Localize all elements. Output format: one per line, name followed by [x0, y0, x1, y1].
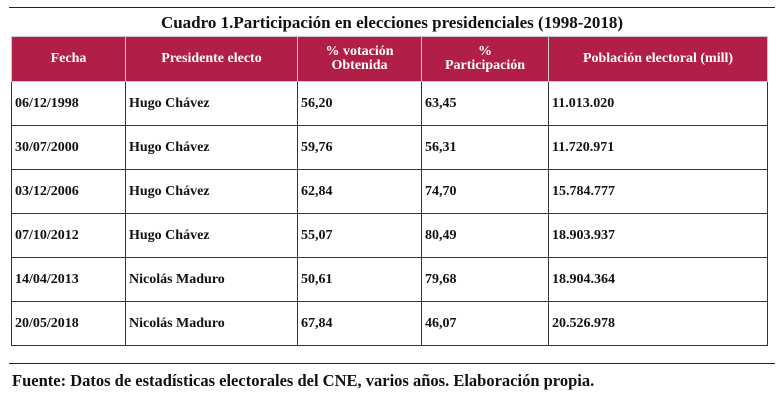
- table-row: 06/12/1998 Hugo Chávez 56,20 63,45 11.013.02…: [11, 81, 768, 126]
- cell-presidente: Hugo Chávez: [125, 169, 298, 214]
- table-row: 07/10/2012 Hugo Chávez 55,07 80,49 18.903.93…: [11, 213, 768, 258]
- cell-participacion: 74,70: [421, 169, 549, 214]
- cell-votacion: 59,76: [297, 125, 422, 170]
- cell-votacion: 50,61: [297, 257, 422, 302]
- cell-participacion: 79,68: [421, 257, 549, 302]
- cell-participacion: 80,49: [421, 213, 549, 258]
- cell-fecha: 07/10/2012: [11, 213, 126, 258]
- cell-poblacion: 11.013.020: [548, 81, 768, 126]
- header-presidente: Presidente electo: [125, 36, 298, 82]
- cell-poblacion: 20.526.978: [548, 301, 768, 346]
- cell-fecha: 14/04/2013: [11, 257, 126, 302]
- cell-participacion: 46,07: [421, 301, 549, 346]
- header-participacion: % Participación: [421, 36, 549, 82]
- cell-presidente: Nicolás Maduro: [125, 257, 298, 302]
- elections-table: Fecha Presidente electo % votación Obteni…: [11, 36, 768, 346]
- source-note: Fuente: Datos de estadísticas electorale…: [12, 371, 595, 390]
- cell-presidente: Hugo Chávez: [125, 125, 298, 170]
- cell-poblacion: 18.903.937: [548, 213, 768, 258]
- cell-presidente: Hugo Chávez: [125, 213, 298, 258]
- cell-presidente: Hugo Chávez: [125, 81, 298, 126]
- cell-presidente: Nicolás Maduro: [125, 301, 298, 346]
- cell-fecha: 30/07/2000: [11, 125, 126, 170]
- cell-poblacion: 18.904.364: [548, 257, 768, 302]
- cell-participacion: 63,45: [421, 81, 549, 126]
- table-frame: Cuadro 1.Participación en elecciones pre…: [9, 7, 775, 364]
- table-row: 20/05/2018 Nicolás Maduro 67,84 46,07 20.526…: [11, 301, 768, 346]
- cell-fecha: 03/12/2006: [11, 169, 126, 214]
- table-row: 03/12/2006 Hugo Chávez 62,84 74,70 15.784.77…: [11, 169, 768, 214]
- cell-participacion: 56,31: [421, 125, 549, 170]
- header-row: Fecha Presidente electo % votación Obteni…: [11, 36, 768, 82]
- cell-poblacion: 15.784.777: [548, 169, 768, 214]
- header-votacion: % votación Obtenida: [297, 36, 422, 82]
- cell-poblacion: 11.720.971: [548, 125, 768, 170]
- table-row: 30/07/2000 Hugo Chávez 59,76 56,31 11.720.97…: [11, 125, 768, 170]
- header-poblacion: Población electoral (mill): [548, 36, 768, 82]
- cell-votacion: 62,84: [297, 169, 422, 214]
- cell-votacion: 55,07: [297, 213, 422, 258]
- header-fecha: Fecha: [11, 36, 126, 82]
- cell-fecha: 06/12/1998: [11, 81, 126, 126]
- table-row: 14/04/2013 Nicolás Maduro 50,61 79,68 18.904…: [11, 257, 768, 302]
- table-caption: Cuadro 1.Participación en elecciones pre…: [160, 13, 624, 32]
- cell-fecha: 20/05/2018: [11, 301, 126, 346]
- cell-votacion: 67,84: [297, 301, 422, 346]
- cell-votacion: 56,20: [297, 81, 422, 126]
